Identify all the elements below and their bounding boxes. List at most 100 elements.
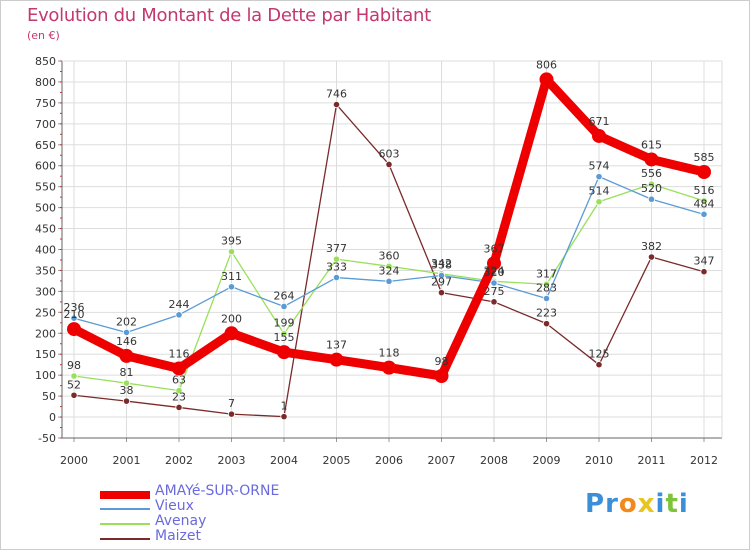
y-tick-label: 400 [35,244,56,257]
data-label-2: 360 [379,249,400,262]
legend-swatch-maizet [100,538,150,540]
series-point-3 [175,403,183,412]
logo-letter: t [665,489,679,519]
y-tick-label: 350 [35,264,56,277]
series-point-2 [700,197,708,205]
series-point-3 [595,361,603,369]
series-point-2 [542,280,551,288]
series-point-0 [277,345,291,360]
data-label-2: 516 [694,184,715,197]
data-label-3: 746 [326,88,347,101]
data-label-1: 320 [484,266,505,279]
series-point-1 [490,279,498,287]
chart-title: Evolution du Montant de la Dette par Hab… [27,5,431,26]
series-point-1 [542,294,551,303]
data-label-3: 125 [589,348,610,361]
y-tick-label: 250 [35,306,56,319]
logo-letter: i [655,489,666,519]
legend-label-maizet: Maizet [155,528,201,544]
series-point-1 [227,283,236,291]
data-label-3: 603 [379,147,400,160]
series-point-3 [122,397,131,405]
data-label-2: 81 [120,366,134,379]
series-point-3 [227,410,236,418]
x-tick-label: 2003 [218,454,246,467]
series-point-3 [385,160,393,169]
series-point-3 [332,100,341,109]
x-tick-label: 2001 [113,454,141,467]
series-point-1 [437,271,446,280]
y-tick-label: 100 [35,369,56,382]
data-label-1: 520 [641,182,662,195]
data-label-0: 116 [169,347,190,360]
data-label-1: 311 [221,270,242,283]
data-label-0: 155 [274,331,295,344]
x-tick-label: 2000 [60,454,88,467]
proxiti-logo: Proxiti [585,489,689,519]
series-point-0 [172,361,186,376]
data-label-2: 98 [67,359,81,372]
legend-label-vieux: Vieux [155,498,194,514]
series-point-0 [697,165,711,180]
series-point-1 [332,273,341,282]
data-label-0: 137 [326,339,347,352]
series-point-1 [700,210,708,218]
y-tick-label: 0 [49,411,56,424]
data-label-0: 98 [435,355,449,368]
series-point-0 [592,128,606,143]
series-point-2 [280,330,288,338]
data-label-2: 317 [536,267,557,280]
data-label-3: 7 [228,397,235,410]
legend-label-amaye: AMAYé-SUR-ORNE [155,483,280,499]
series-point-2 [595,198,603,206]
series-point-0 [539,72,554,87]
y-tick-label: 550 [35,181,56,194]
y-tick-label: 500 [35,202,56,215]
x-tick-label: 2006 [375,454,403,467]
legend-swatch-vieux [100,508,150,510]
data-label-3: 38 [120,384,134,397]
series-point-2 [332,255,341,263]
y-tick-label: -50 [38,432,56,445]
data-label-0: 367 [484,242,505,255]
y-tick-label: 450 [35,223,56,236]
data-label-3: 52 [67,378,81,391]
series-point-3 [70,391,78,399]
series-point-0 [67,322,81,337]
data-label-2: 514 [589,185,610,198]
series-point-2 [70,372,78,380]
logo-letter: o [618,489,638,519]
series-point-2 [122,379,131,387]
x-tick-label: 2004 [270,454,298,467]
data-label-1: 324 [379,264,400,277]
series-point-2 [175,387,183,395]
y-tick-label: 600 [35,160,56,173]
series-point-1 [70,314,78,322]
x-tick-label: 2012 [690,454,718,467]
y-tick-label: 300 [35,285,56,298]
series-point-1 [122,328,131,337]
data-label-2: 63 [172,374,186,387]
y-tick-label: 750 [35,97,56,110]
series-point-0 [487,256,501,271]
logo-letter: r [605,489,619,519]
data-label-1: 484 [694,197,715,210]
data-label-1: 283 [536,282,557,295]
data-label-0: 200 [221,312,242,325]
data-label-3: 382 [641,240,662,253]
data-label-1: 236 [64,301,85,314]
data-label-2: 324 [484,264,505,277]
series-point-2 [227,247,236,256]
data-label-1: 202 [116,315,137,328]
logo-letter: i [678,489,689,519]
series-point-3 [542,320,551,328]
data-label-3: 347 [694,255,715,268]
series-point-3 [700,268,708,276]
data-label-0: 146 [116,335,137,348]
x-tick-label: 2008 [480,454,508,467]
x-tick-label: 2010 [585,454,613,467]
data-label-3: 1 [281,400,288,413]
series-point-1 [175,311,183,319]
